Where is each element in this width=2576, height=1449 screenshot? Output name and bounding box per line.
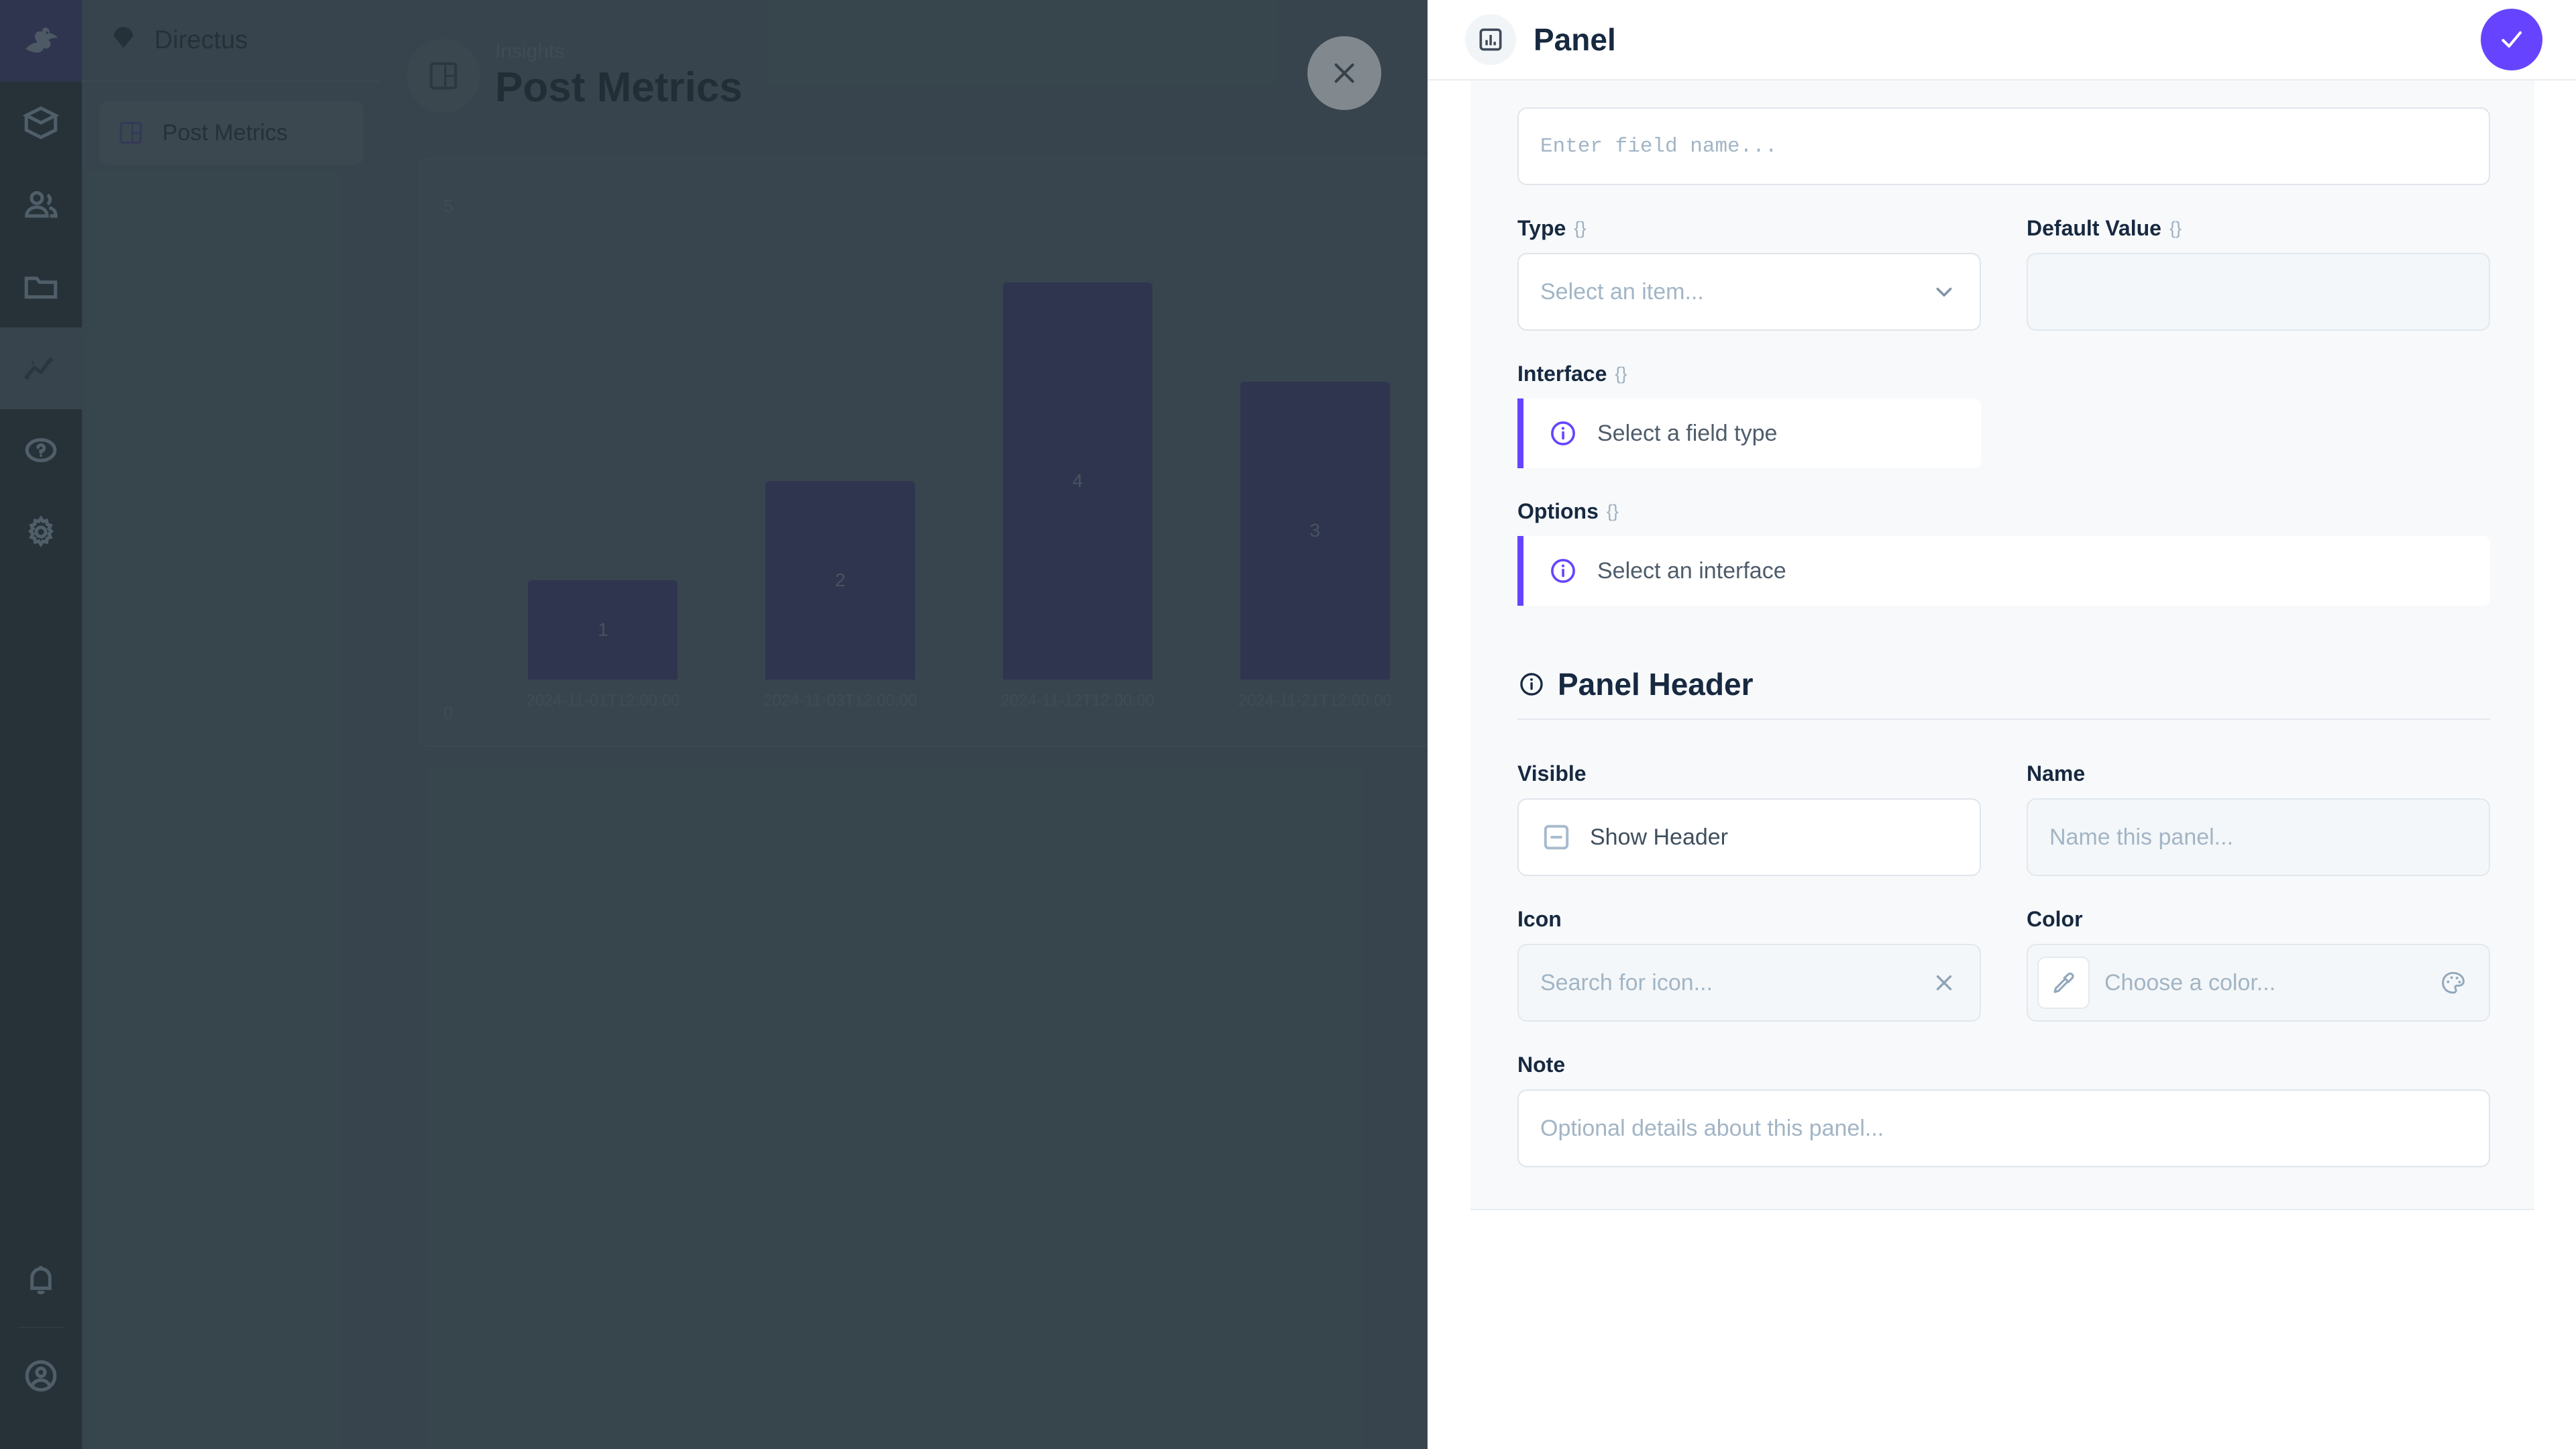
drawer-title: Panel (1534, 22, 1616, 57)
default-value-input[interactable] (2027, 253, 2490, 331)
interface-label-text: Interface (1517, 362, 1607, 386)
field-name-group: Enter field name... (1517, 107, 2490, 185)
drawer-header: Panel (1428, 0, 2576, 79)
field-grid-panel-header: Visible Show Header (1470, 761, 2534, 1167)
interface-braces: {} (1615, 364, 1627, 384)
note-label-text: Note (1517, 1053, 1566, 1077)
name-label-text: Name (2027, 761, 2086, 786)
type-label: Type {} (1517, 216, 1981, 241)
color-input[interactable]: Choose a color... (2027, 944, 2490, 1022)
panel-header-heading: Panel Header (1558, 667, 1754, 702)
color-label-text: Color (2027, 907, 2083, 931)
icon-search-placeholder: Search for icon... (1540, 969, 1713, 996)
type-label-text: Type (1517, 216, 1566, 240)
panel-header-section-title: Panel Header (1470, 666, 2534, 702)
drawer-icon-badge (1465, 14, 1516, 65)
interface-group: Interface {} Select a field type (1517, 362, 1981, 468)
panel-name-input[interactable]: Name this panel... (2027, 798, 2490, 876)
panel-name-placeholder: Name this panel... (2049, 824, 2234, 850)
check-icon (2502, 31, 2522, 48)
options-group: Options {} Select an interface (1517, 499, 2490, 606)
type-select[interactable]: Select an item... (1517, 253, 1981, 331)
section-divider (1517, 718, 2490, 720)
note-label: Note (1517, 1053, 2490, 1077)
field-name-placeholder: Enter field name... (1540, 134, 1778, 158)
panel-settings-form: Enter field name... Type {} Select an it… (1470, 80, 2534, 1210)
show-header-label: Show Header (1590, 824, 1729, 850)
visible-group: Visible Show Header (1517, 761, 1981, 876)
icon-label: Icon (1517, 907, 1981, 932)
palette-icon[interactable] (2439, 969, 2467, 997)
default-value-braces: {} (2169, 218, 2182, 238)
show-header-toggle[interactable]: Show Header (1517, 798, 1981, 876)
eyedropper-button[interactable] (2037, 957, 2090, 1009)
default-value-label-text: Default Value (2027, 216, 2161, 240)
save-button[interactable] (2481, 9, 2542, 70)
type-placeholder: Select an item... (1540, 278, 1704, 305)
type-braces: {} (1574, 218, 1587, 238)
checkbox-indeterminate-icon (1544, 824, 1569, 850)
options-label-text: Options (1517, 499, 1599, 523)
icon-label-text: Icon (1517, 907, 1562, 931)
options-notice: Select an interface (1517, 536, 2490, 606)
eyedropper-icon (2053, 972, 2074, 994)
close-icon[interactable] (1930, 969, 1958, 997)
note-input[interactable]: Optional details about this panel... (1517, 1089, 2490, 1167)
visible-label-text: Visible (1517, 761, 1587, 786)
type-group: Type {} Select an item... (1517, 216, 1981, 331)
note-group: Note Optional details about this panel..… (1517, 1053, 2490, 1167)
visible-label: Visible (1517, 761, 1981, 786)
info-circle-icon (1551, 421, 1575, 445)
icon-search-input[interactable]: Search for icon... (1517, 944, 1981, 1022)
interface-notice: Select a field type (1517, 398, 1981, 468)
drawer-body: Enter field name... Type {} Select an it… (1428, 79, 2576, 1449)
insert-chart-icon (1479, 28, 1502, 51)
chevron-down-icon (1936, 287, 1952, 297)
info-circle-icon (1520, 673, 1543, 696)
info-circle-icon (1551, 559, 1575, 583)
default-value-group: Default Value {} (2027, 216, 2490, 331)
note-placeholder: Optional details about this panel... (1540, 1115, 1884, 1141)
interface-notice-text: Select a field type (1597, 420, 1778, 446)
interface-label: Interface {} (1517, 362, 1981, 386)
options-notice-text: Select an interface (1597, 557, 1786, 584)
show-header-checkline: Show Header (1540, 821, 1728, 853)
options-braces: {} (1606, 501, 1619, 521)
default-value-label: Default Value {} (2027, 216, 2490, 241)
color-placeholder: Choose a color... (2104, 969, 2276, 996)
field-grid-top: Enter field name... Type {} Select an it… (1470, 107, 2534, 637)
name-group: Name Name this panel... (2027, 761, 2490, 876)
panel-settings-drawer: Panel Enter field name... (1428, 0, 2576, 1449)
name-label: Name (2027, 761, 2490, 786)
icon-group: Icon Search for icon... (1517, 907, 1981, 1022)
color-group: Color Choose a color... (2027, 907, 2490, 1022)
field-name-input[interactable]: Enter field name... (1517, 107, 2490, 185)
options-label: Options {} (1517, 499, 2490, 524)
color-label: Color (2027, 907, 2490, 932)
interface-grid-filler (2027, 362, 2490, 499)
